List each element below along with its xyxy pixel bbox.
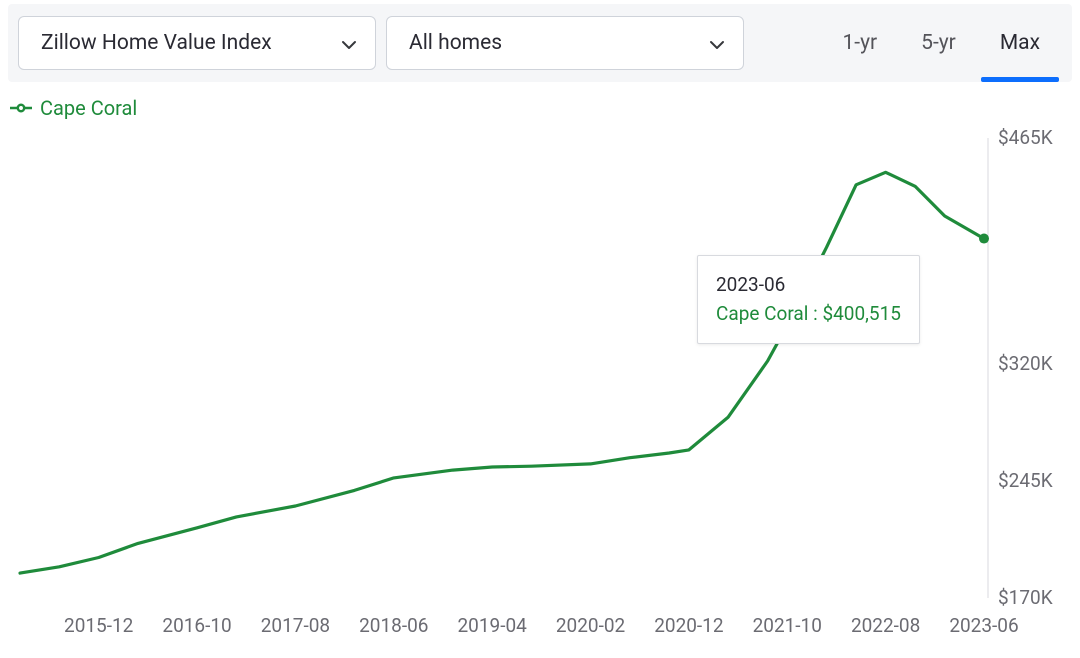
chart-legend: Cape Coral xyxy=(10,96,1072,120)
range-tab-label: 5-yr xyxy=(921,31,956,55)
filter-dropdown[interactable]: All homes xyxy=(386,16,744,70)
range-tab-max[interactable]: Max xyxy=(978,16,1062,70)
metric-dropdown[interactable]: Zillow Home Value Index xyxy=(18,16,376,70)
legend-series-label: Cape Coral xyxy=(40,96,137,120)
range-tab-1yr[interactable]: 1-yr xyxy=(820,16,899,70)
svg-text:2020-02: 2020-02 xyxy=(556,614,625,637)
svg-text:2020-12: 2020-12 xyxy=(654,614,723,637)
control-bar: Zillow Home Value Index All homes 1-yr 5… xyxy=(8,4,1072,82)
svg-text:2023-06: 2023-06 xyxy=(949,614,1018,637)
metric-dropdown-label: Zillow Home Value Index xyxy=(41,31,272,55)
svg-text:$320K: $320K xyxy=(998,352,1053,375)
svg-text:2017-08: 2017-08 xyxy=(261,614,330,637)
svg-text:$245K: $245K xyxy=(998,469,1053,492)
chevron-down-icon xyxy=(709,35,725,51)
svg-text:2022-08: 2022-08 xyxy=(851,614,920,637)
svg-text:2016-10: 2016-10 xyxy=(162,614,231,637)
svg-text:2021-10: 2021-10 xyxy=(753,614,822,637)
range-tab-5yr[interactable]: 5-yr xyxy=(899,16,978,70)
filter-dropdown-label: All homes xyxy=(409,31,502,55)
chevron-down-icon xyxy=(341,35,357,51)
range-tab-label: 1-yr xyxy=(842,31,877,55)
line-chart-svg: $465K $320K $245K $170K 2015-12 2016-10 2017-0… xyxy=(12,128,1070,652)
svg-text:2015-12: 2015-12 xyxy=(64,614,133,637)
svg-text:$465K: $465K xyxy=(998,128,1053,149)
svg-text:2019-04: 2019-04 xyxy=(457,614,527,637)
chart-area[interactable]: $465K $320K $245K $170K 2015-12 2016-10 2017-0… xyxy=(12,128,1070,652)
svg-text:$170K: $170K xyxy=(998,586,1053,609)
range-tab-label: Max xyxy=(1000,31,1040,55)
range-tabs: 1-yr 5-yr Max xyxy=(820,16,1062,70)
legend-marker-icon xyxy=(10,103,32,113)
svg-text:2018-06: 2018-06 xyxy=(359,614,428,637)
